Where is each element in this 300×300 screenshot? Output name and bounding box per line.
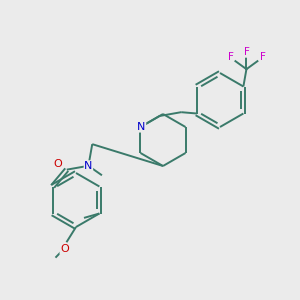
Text: N: N xyxy=(137,122,146,132)
Text: F: F xyxy=(227,52,233,62)
Text: F: F xyxy=(244,47,249,57)
Text: O: O xyxy=(53,159,62,169)
Text: F: F xyxy=(260,52,266,62)
Text: N: N xyxy=(84,161,93,171)
Text: O: O xyxy=(60,244,69,254)
